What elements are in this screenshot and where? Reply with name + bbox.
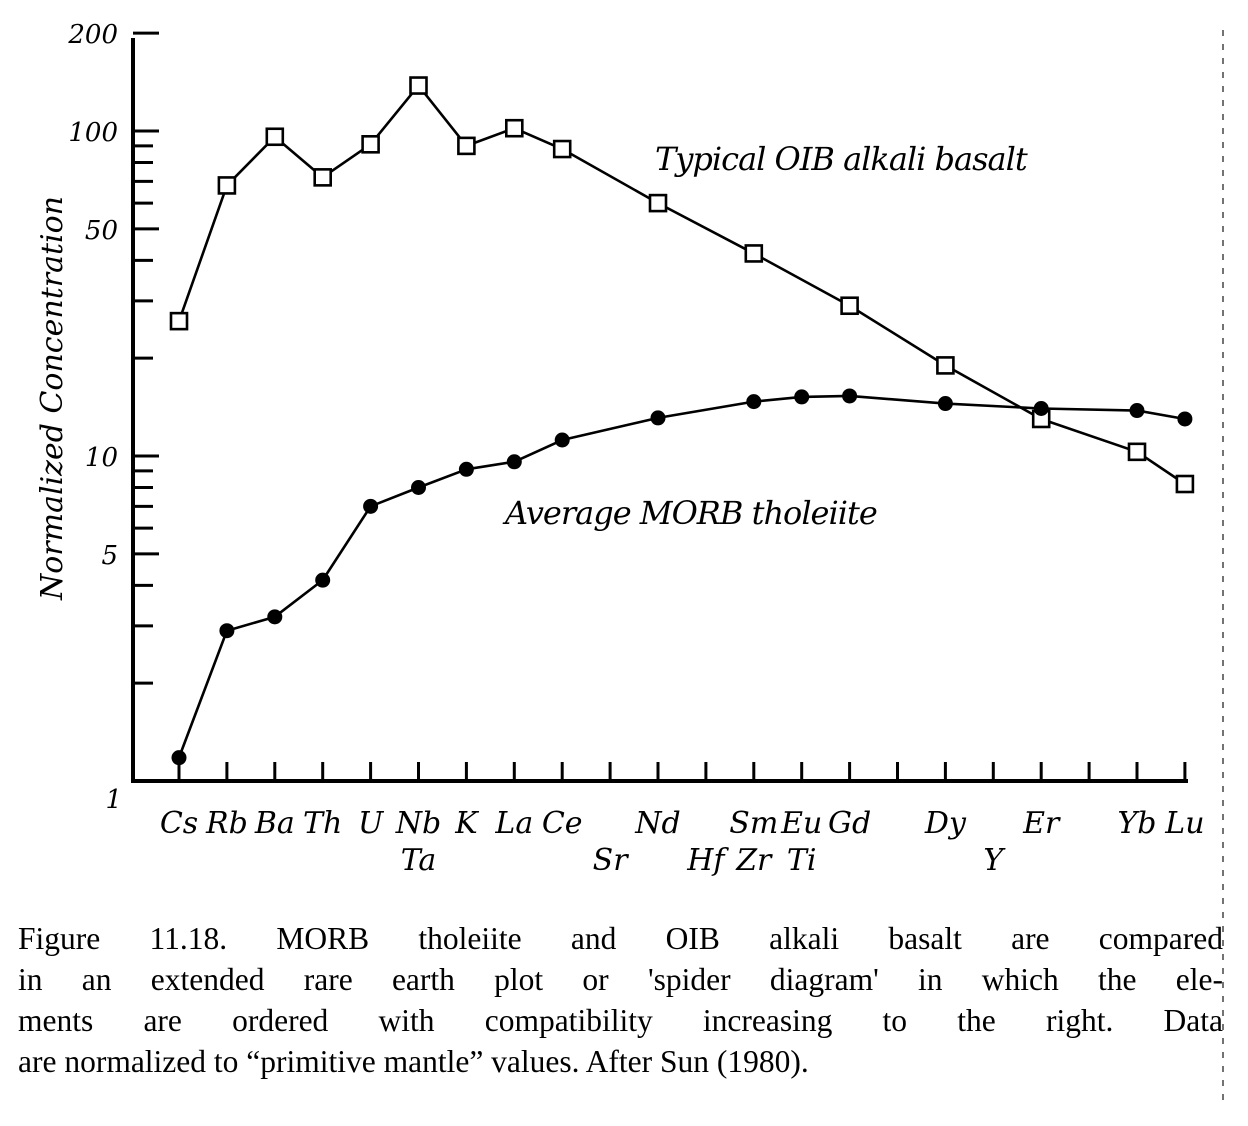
data-point-morb [650,410,666,426]
y-tick-label: 10 [85,443,118,473]
y-tick-label: 1 [105,785,122,815]
caption-line: are normalized to “primitive mantle” val… [18,1044,809,1079]
series-markers [169,76,1195,766]
x-element-label: Rb [205,806,248,841]
data-point-morb [458,461,474,477]
x-element-label: Nb [395,806,441,841]
data-point-oib [409,76,428,95]
x-element-label: Cs [160,806,198,841]
data-point-morb [506,454,522,470]
x-element-label: Dy [924,806,967,841]
x-element-label: Nd [634,806,680,841]
caption-line: Figure 11.18. MORB tholeiite and OIB alk… [18,921,1223,956]
data-point-morb [842,388,858,404]
data-point-morb [794,389,810,405]
x-ticks [177,762,1187,781]
data-point-morb [1129,403,1145,419]
data-point-morb [171,750,187,766]
x-element-label: Sr [593,843,630,878]
x-element-label: Hf [686,843,729,878]
y-tick-label: 50 [85,216,118,246]
y-tick-label: 5 [101,541,118,571]
page-edge-rule [1222,30,1224,1100]
y-tick-labels: 1 5 10 50 100 200 [67,20,122,815]
series-line-morb [177,394,1186,759]
data-point-morb [746,394,762,410]
data-point-morb [937,396,953,412]
data-point-oib [1127,442,1147,462]
x-element-label: La [494,806,533,841]
data-point-oib [217,176,237,195]
y-axis-title: Normalized Concentration [35,196,70,601]
data-point-oib [552,139,572,159]
data-point-oib [648,193,668,213]
y-tick-label: 200 [67,20,118,50]
data-point-morb [315,572,331,588]
x-element-label: U [358,806,385,841]
figure-caption: Figure 11.18. MORB tholeiite and OIB alk… [18,918,1223,1082]
data-point-oib [504,118,524,138]
caption-line: ments are ordered with compatibility inc… [18,1003,1223,1038]
y-ticks [133,31,159,783]
x-element-label: Eu [780,806,822,841]
x-element-label: Er [1022,806,1061,841]
series-line-oib [177,84,1186,486]
data-point-oib [361,135,380,154]
data-point-oib [936,356,955,375]
data-point-oib [313,168,333,187]
x-element-label: Ti [787,843,817,878]
data-point-oib [840,296,859,316]
data-point-morb [267,609,283,625]
data-point-oib [1175,474,1195,494]
x-element-label: Yb [1117,806,1156,841]
data-point-morb [1033,401,1049,417]
data-point-morb [411,479,426,495]
data-point-morb [1177,411,1193,427]
y-tick-label: 100 [68,118,118,148]
series-label-oib: Typical OIB alkali basalt [655,140,1028,178]
x-element-label: Ba [254,806,295,841]
x-element-label: Th [303,806,342,841]
data-point-morb [219,623,235,639]
x-element-label: Gd [828,806,871,841]
caption-line: in an extended rare earth plot or 'spide… [18,962,1223,997]
x-element-label: Ce [542,806,583,841]
data-point-morb [363,498,379,514]
x-element-label: Ta [401,843,437,878]
data-point-oib [169,311,189,331]
x-element-label: Y [983,843,1006,878]
data-point-oib [744,244,764,263]
data-point-oib [265,127,285,147]
x-element-label: Zr [735,843,773,878]
data-point-morb [554,432,570,448]
data-point-oib [457,136,476,156]
x-element-label: K [454,806,479,841]
x-element-label: Lu [1164,806,1204,841]
series-label-morb: Average MORB tholeiite [502,494,877,532]
x-element-label: Sm [729,806,778,841]
